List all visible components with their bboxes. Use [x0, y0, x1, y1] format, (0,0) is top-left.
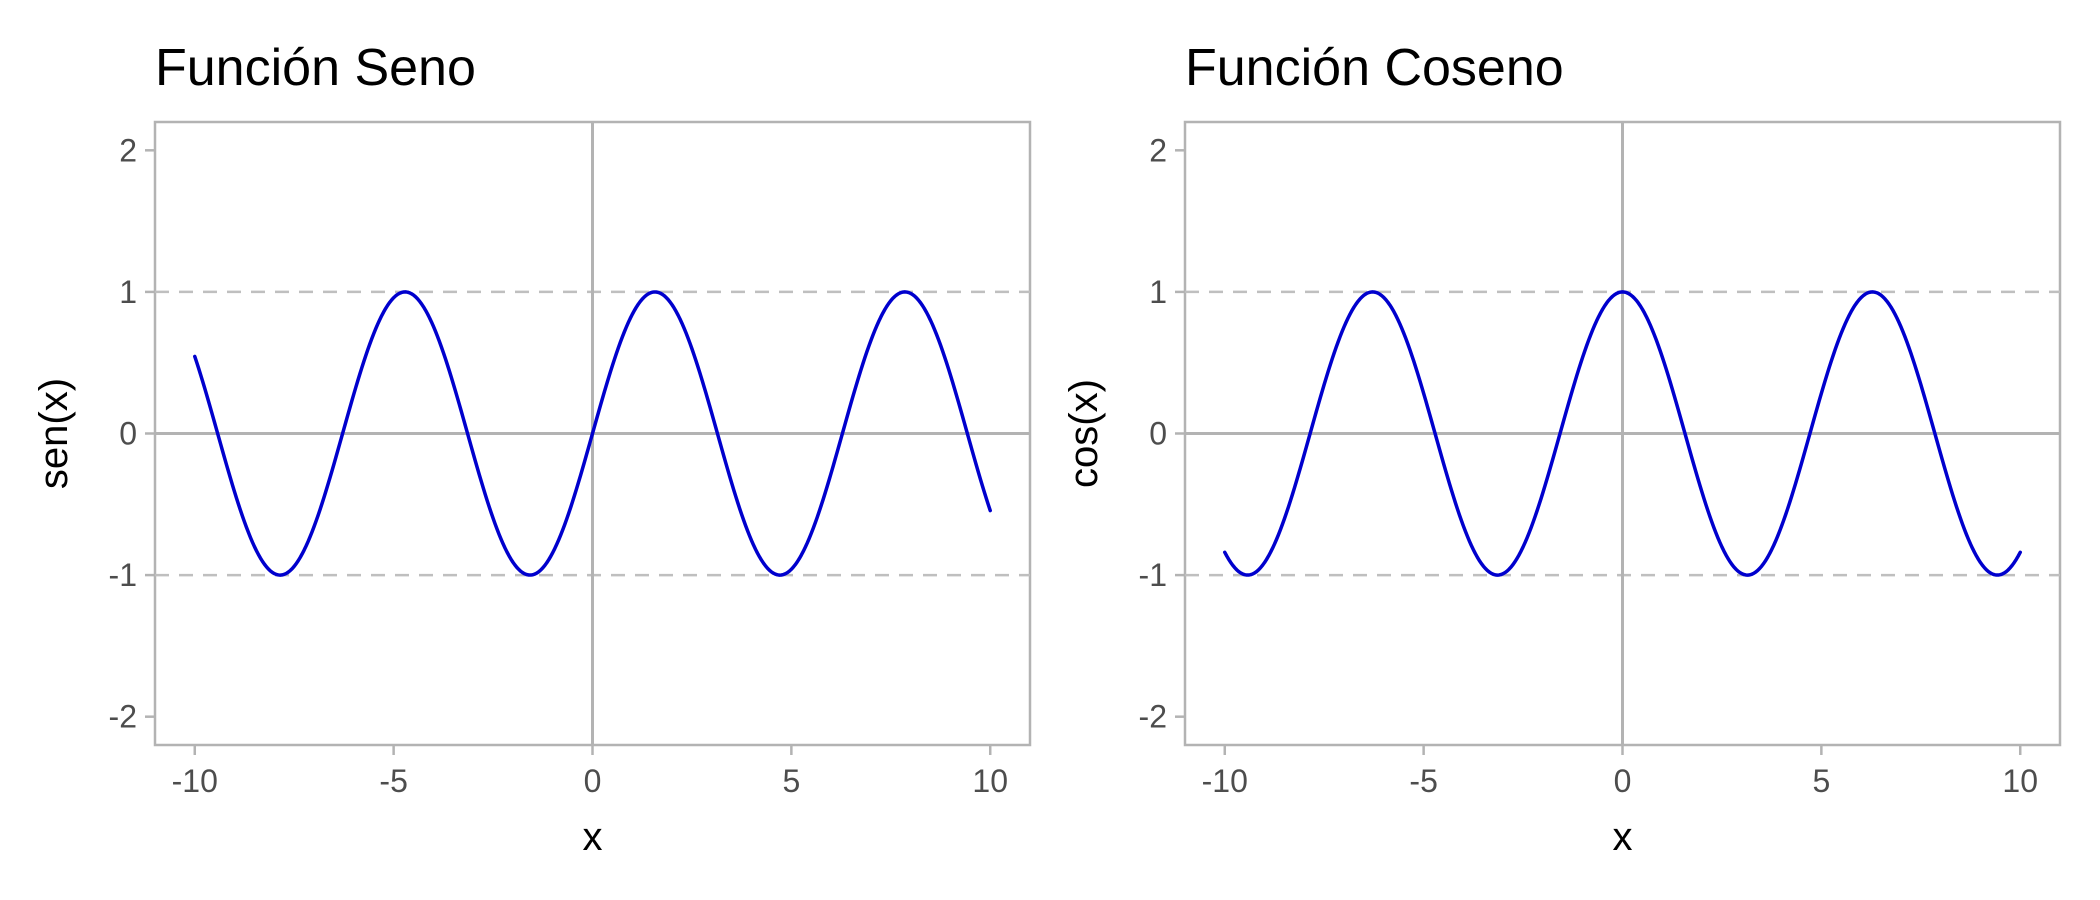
y-tick-label: -1 [1139, 557, 1167, 593]
y-tick-label: -2 [109, 699, 137, 735]
x-tick-label: -10 [1202, 763, 1248, 799]
x-tick-label: 10 [2002, 763, 2038, 799]
y-axis-label: cos(x) [1062, 379, 1106, 488]
chart-title: Función Seno [155, 39, 476, 97]
y-tick-label: 0 [119, 416, 137, 452]
y-tick-label: -2 [1139, 699, 1167, 735]
x-axis-label: x [1613, 815, 1633, 859]
x-tick-label: -5 [379, 763, 407, 799]
x-tick-label: 0 [1614, 763, 1632, 799]
series-line-cos [1223, 290, 2022, 577]
x-tick-label: -10 [172, 763, 218, 799]
series-line-sin [193, 290, 992, 577]
y-tick-label: 0 [1149, 416, 1167, 452]
y-tick-label: 1 [119, 274, 137, 310]
chart-title: Función Coseno [1185, 39, 1564, 97]
y-tick-label: 2 [1149, 132, 1167, 168]
x-tick-label: 0 [584, 763, 602, 799]
y-tick-label: -1 [109, 557, 137, 593]
x-tick-label: -5 [1409, 763, 1437, 799]
y-tick-label: 2 [119, 132, 137, 168]
x-tick-label: 5 [1812, 763, 1830, 799]
y-axis-label: sen(x) [32, 378, 76, 489]
x-tick-label: 10 [972, 763, 1008, 799]
y-tick-label: 1 [1149, 274, 1167, 310]
x-tick-label: 5 [782, 763, 800, 799]
x-axis-label: x [583, 815, 603, 859]
